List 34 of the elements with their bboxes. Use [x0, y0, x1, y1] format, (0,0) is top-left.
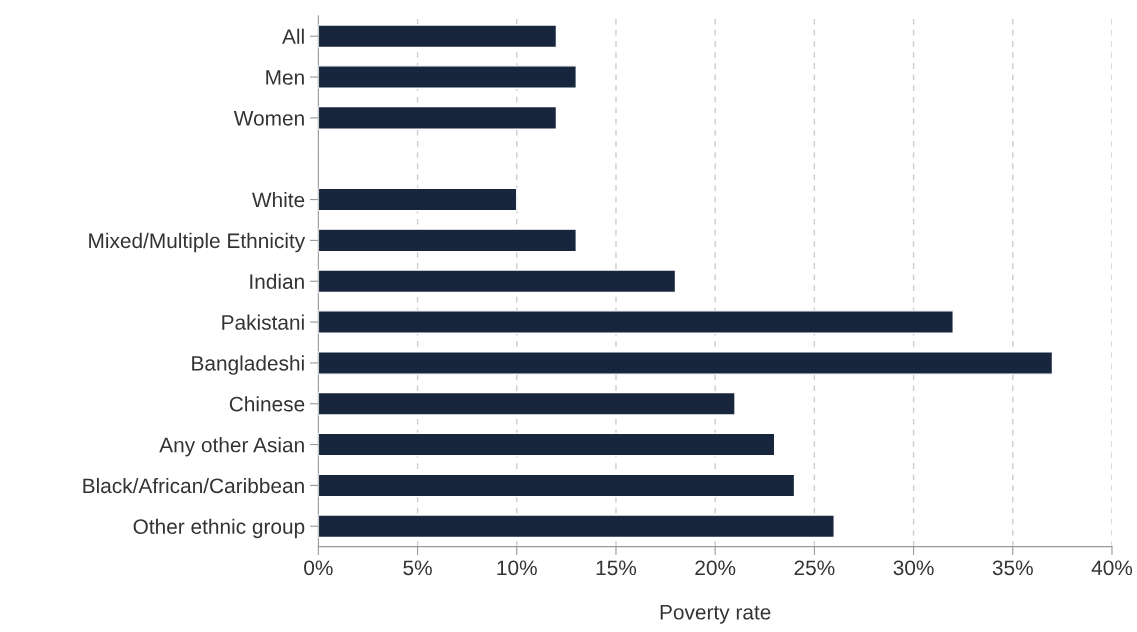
- bar: [318, 473, 796, 498]
- bar: [318, 228, 577, 253]
- x-tick-label: 0%: [304, 560, 333, 576]
- x-axis-title: Poverty rate: [660, 605, 771, 624]
- x-tick-label: 30%: [893, 560, 934, 576]
- y-tick-label: Any other Asian: [159, 437, 304, 457]
- x-tick-label: 5%: [403, 560, 432, 576]
- y-tick-label: Indian: [250, 273, 304, 289]
- bar: [318, 24, 558, 49]
- y-tick-label: Bangladeshi: [192, 355, 304, 375]
- bar: [318, 310, 954, 335]
- x-tick-label: 25%: [794, 560, 835, 576]
- y-tick-label: Mixed/Multiple Ethnicity: [89, 232, 306, 253]
- x-tick-label: 10%: [497, 560, 537, 576]
- x-tick-label: 15%: [596, 560, 637, 576]
- bar: [318, 350, 1054, 375]
- x-tick-label: 35%: [992, 560, 1033, 576]
- bar: [318, 269, 677, 294]
- y-tick-label: Black/African/Caribbean: [83, 477, 304, 494]
- bar: [318, 65, 577, 89]
- y-tick-label: White: [252, 192, 305, 208]
- bar: [318, 187, 518, 212]
- y-tick-label: Other ethnic group: [133, 518, 305, 539]
- x-tick-label: 20%: [695, 560, 736, 576]
- y-tick-label: Men: [266, 70, 304, 85]
- bar: [318, 432, 776, 457]
- y-tick-label: All: [282, 28, 304, 44]
- bar: [318, 391, 736, 416]
- bar: [318, 514, 835, 539]
- y-tick-label: Chinese: [229, 396, 305, 412]
- y-tick-label: Women: [233, 111, 304, 126]
- y-tick-label: Pakistani: [222, 314, 304, 330]
- x-tick-label: 40%: [1091, 560, 1133, 576]
- bar: [318, 105, 558, 130]
